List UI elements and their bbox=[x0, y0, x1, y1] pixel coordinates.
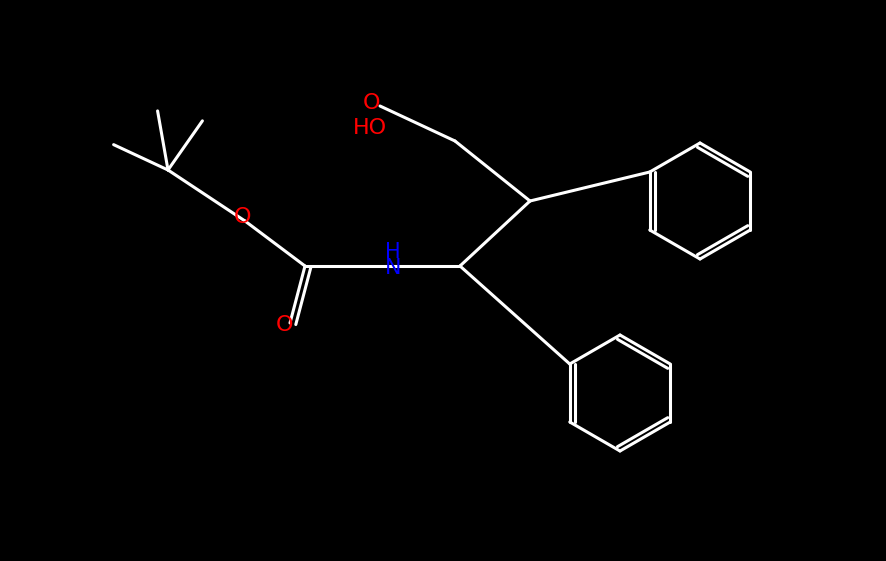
Text: O: O bbox=[276, 315, 293, 335]
Text: N: N bbox=[385, 258, 400, 278]
Text: O: O bbox=[234, 207, 252, 227]
Text: HO: HO bbox=[353, 118, 386, 138]
Text: O: O bbox=[363, 93, 380, 113]
Text: H: H bbox=[385, 242, 400, 262]
